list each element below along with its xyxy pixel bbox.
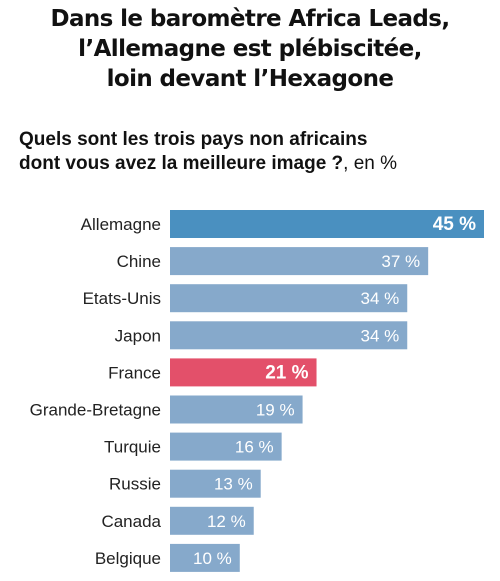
category-label-chine: Chine <box>117 252 161 271</box>
chart-subtitle: Quels sont les trois pays non africains … <box>19 128 489 176</box>
value-label-turquie: 16 % <box>235 438 274 457</box>
bar-grande-bretagne <box>170 395 303 424</box>
value-label-chine: 37 % <box>381 252 420 271</box>
bar-france <box>170 358 317 387</box>
bar-chine <box>170 247 429 276</box>
category-label-turquie: Turquie <box>104 438 161 457</box>
title-line-1: Dans le baromètre Africa Leads, <box>50 6 450 32</box>
subtitle-line-1: Quels sont les trois pays non africains <box>19 129 368 150</box>
category-label-belgique: Belgique <box>95 549 161 568</box>
bar-allemagne <box>170 210 484 238</box>
category-label-france: France <box>108 363 161 382</box>
title-line-2: l’Allemagne est plébiscitée, <box>78 36 422 62</box>
category-label-russie: Russie <box>109 475 161 494</box>
category-label-allemagne: Allemagne <box>81 215 161 234</box>
category-label-canada: Canada <box>101 512 161 531</box>
bar-turquie <box>170 432 282 461</box>
category-label-etats-unis: Etats-Unis <box>83 289 161 308</box>
category-label-japon: Japon <box>115 326 161 345</box>
value-label-grande-bretagne: 19 % <box>256 401 295 420</box>
chart-title: Dans le baromètre Africa Leads, l’Allema… <box>0 4 500 94</box>
value-label-france: 21 % <box>265 362 308 383</box>
category-label-grande-bretagne: Grande-Bretagne <box>30 401 161 420</box>
value-label-canada: 12 % <box>207 512 246 531</box>
bar-japon <box>170 321 408 350</box>
title-line-3: loin devant l’Hexagone <box>106 66 394 92</box>
value-label-japon: 34 % <box>360 326 399 345</box>
bar-belgique <box>170 543 240 572</box>
bar-russie <box>170 469 261 498</box>
bar-canada <box>170 506 254 535</box>
value-label-etats-unis: 34 % <box>360 289 399 308</box>
value-label-allemagne: 45 % <box>433 214 476 235</box>
value-label-belgique: 10 % <box>193 549 232 568</box>
bar-etats-unis <box>170 284 408 313</box>
subtitle-line-2: dont vous avez la meilleure image ?, en … <box>19 153 398 174</box>
value-label-russie: 13 % <box>214 475 253 494</box>
